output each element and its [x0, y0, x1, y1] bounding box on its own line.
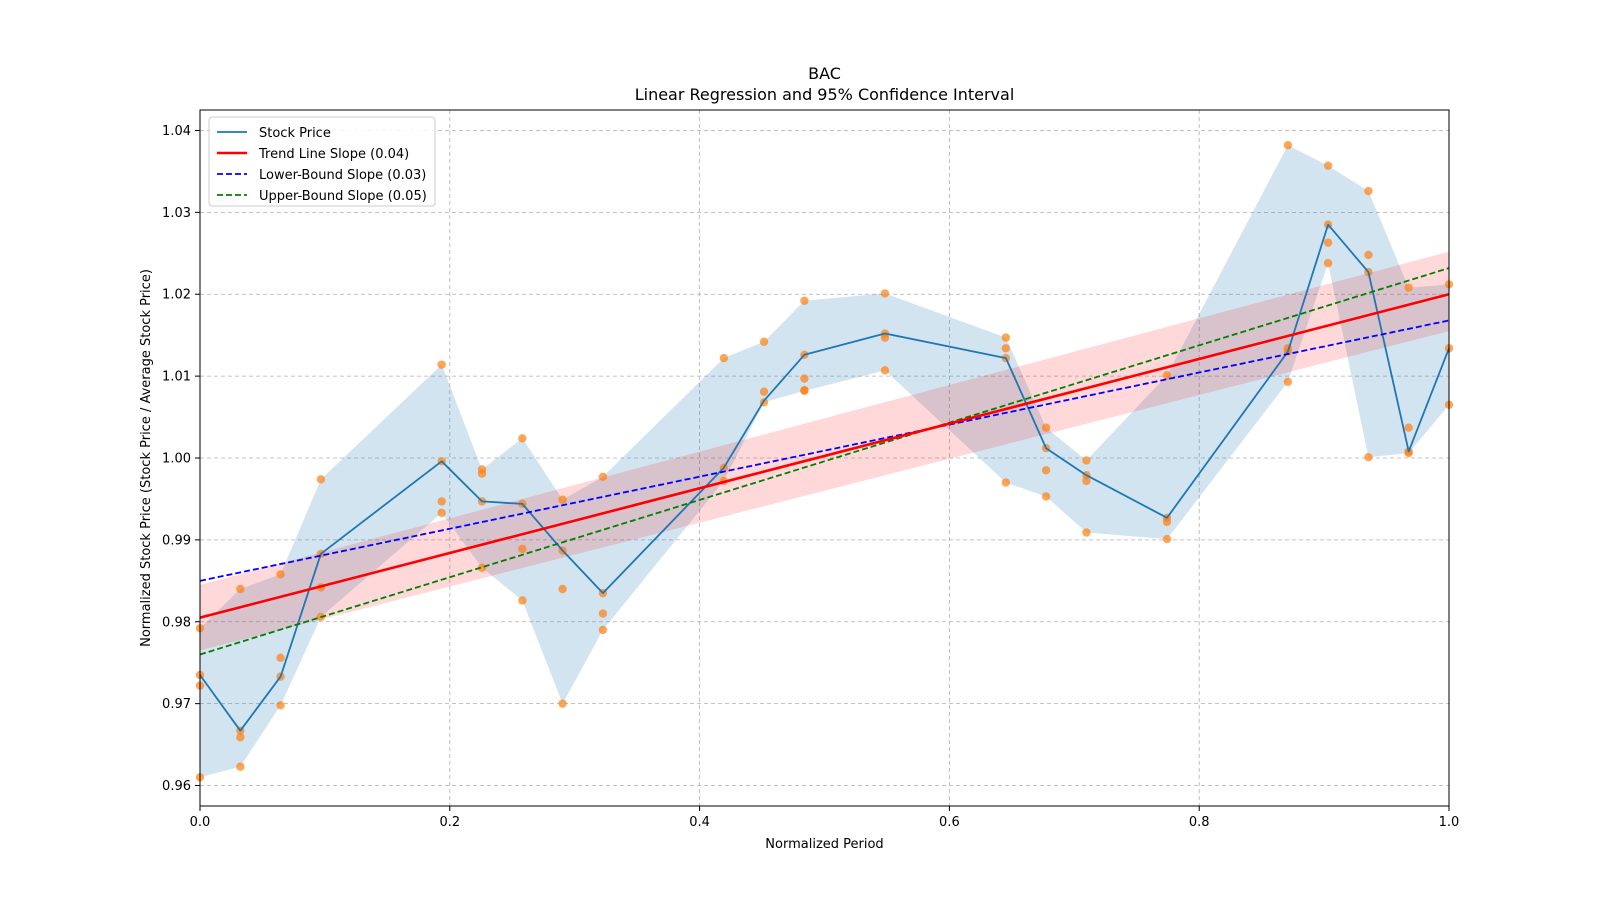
scatter-point [477, 469, 487, 478]
axes: 0.0 0.2 0.4 0.6 0.8 1.0 0.96 0.97 0.98 0.99 1.00 1.… [162, 124, 1459, 830]
scatter-point [518, 434, 527, 443]
x-tick-label: 1.0 [1439, 815, 1460, 830]
scatter-point [316, 475, 326, 484]
trend-line [199, 292, 1450, 619]
scatter-point [276, 701, 285, 710]
trend-confidence-band [200, 251, 1449, 651]
scatter-point [236, 762, 245, 771]
scatter-point [598, 625, 608, 635]
x-tick-label: 0.8 [1189, 815, 1210, 830]
scatter-point [558, 495, 567, 504]
scatter-point [1082, 456, 1091, 465]
scatter-point [800, 296, 809, 305]
scatter-point [518, 596, 527, 605]
scatter-point [1323, 238, 1333, 247]
scatter-point [558, 584, 567, 594]
legend-label: Stock Price [259, 126, 331, 141]
scatter-point [1001, 478, 1011, 487]
scatter-point [1162, 534, 1172, 544]
legend: Stock Price Trend Line Slope (0.04) Lower-… [208, 116, 436, 207]
scatter-point [598, 609, 608, 618]
scatter-point [1364, 452, 1373, 462]
scatter-point [800, 374, 809, 383]
y-tick-label: 1.03 [162, 206, 191, 221]
scatter-point [1041, 423, 1051, 432]
x-tick-label: 0.0 [190, 815, 211, 830]
scatter-point [1283, 377, 1293, 387]
x-tick-label: 0.6 [939, 815, 960, 830]
scatter-point [759, 337, 769, 346]
stock-price-line [199, 223, 1450, 732]
scatter-point [437, 497, 446, 506]
x-tick-label: 0.4 [689, 815, 710, 830]
scatter-point [1041, 466, 1051, 475]
y-tick-label: 1.00 [162, 452, 191, 467]
legend-label: Trend Line Slope (0.04) [258, 147, 409, 162]
scatter-point [477, 563, 487, 572]
legend-box [208, 116, 436, 207]
scatter-point [236, 584, 245, 594]
scatter-point [1001, 333, 1011, 342]
price-range-band [200, 145, 1449, 778]
scatter-point [437, 508, 446, 518]
scatter-point [800, 386, 809, 396]
scatter-point [1323, 161, 1333, 170]
scatter-point [437, 360, 446, 369]
scatter-point [1162, 371, 1172, 380]
scatter-point [880, 289, 890, 298]
lower-bound-line [199, 319, 1450, 582]
chart-title: BAC [808, 64, 841, 83]
scatter-point [1364, 186, 1373, 196]
x-axis-label: Normalized Period [765, 837, 883, 852]
scatter-point [719, 353, 729, 363]
y-tick-label: 1.02 [162, 288, 191, 303]
scatter-point [1283, 141, 1293, 150]
scatter-point [276, 570, 285, 579]
scatter-point [1364, 250, 1373, 260]
scatter-point [1041, 492, 1051, 501]
scatter-point [598, 472, 608, 482]
y-tick-label: 0.98 [162, 615, 191, 630]
scatter-point [880, 366, 890, 375]
y-tick-label: 0.99 [162, 533, 191, 548]
y-tick-label: 0.96 [162, 779, 191, 794]
upper-bound-line [199, 267, 1450, 656]
scatter-point [1082, 528, 1091, 537]
scatter-point [1404, 448, 1413, 458]
y-tick-label: 0.97 [162, 697, 191, 712]
scatter-point [1001, 344, 1011, 353]
plot-data [195, 141, 1454, 782]
scatter-point [236, 733, 245, 742]
legend-label: Lower-Bound Slope (0.03) [259, 168, 426, 183]
x-tick-label: 0.2 [439, 815, 460, 830]
scatter-point [518, 544, 527, 554]
scatter-point [1162, 517, 1172, 527]
scatter-point [276, 653, 285, 662]
scatter-point [880, 333, 890, 342]
chart-subtitle: Linear Regression and 95% Confidence Int… [635, 85, 1015, 104]
y-tick-label: 1.04 [162, 124, 191, 139]
scatter-point [1404, 423, 1413, 432]
scatter-point [1404, 283, 1413, 292]
scatter-point [558, 699, 567, 708]
y-tick-label: 1.01 [162, 370, 191, 385]
scatter-point [1082, 476, 1091, 486]
legend-label: Upper-Bound Slope (0.05) [259, 189, 427, 204]
scatter-point [759, 387, 769, 396]
y-axis-label: Normalized Stock Price (Stock Price / Av… [139, 269, 154, 647]
scatter-point [1323, 258, 1333, 268]
